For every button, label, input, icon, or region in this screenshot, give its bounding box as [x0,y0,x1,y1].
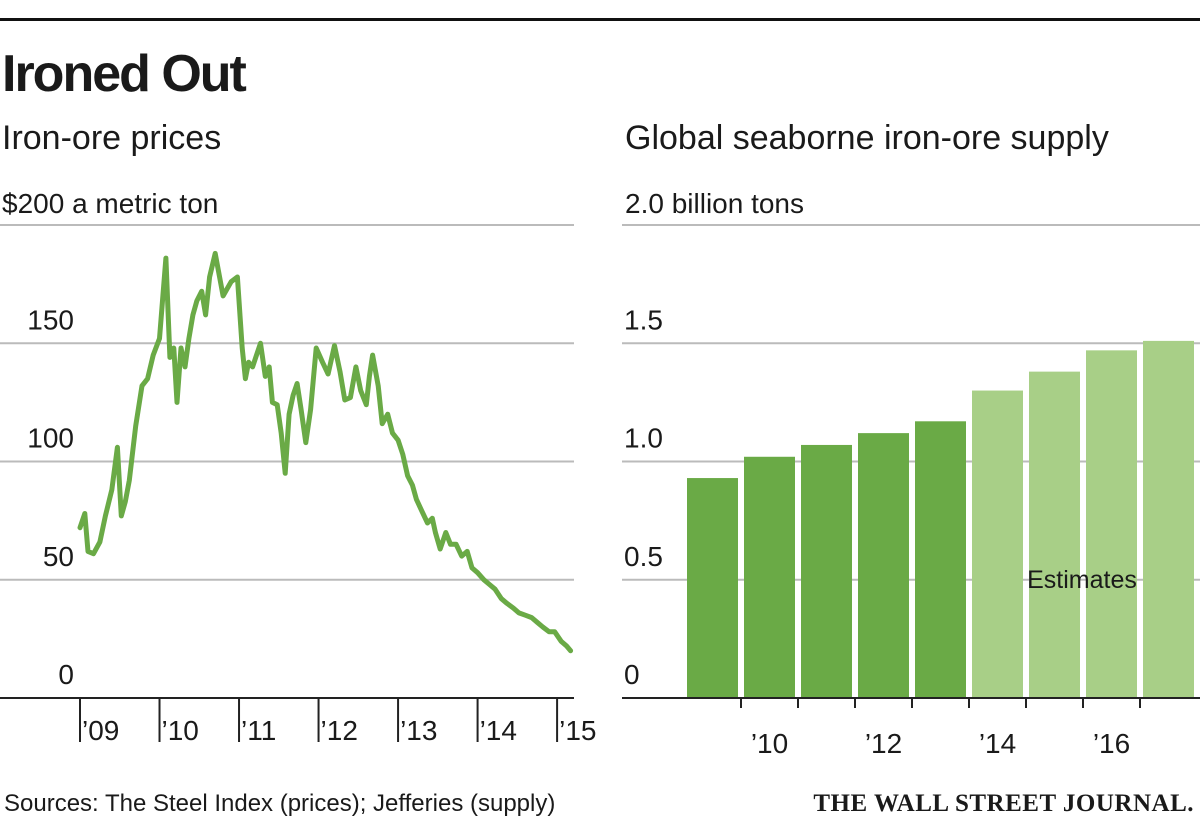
price-ytick-label: 50 [43,541,74,572]
supply-bar [801,444,852,698]
publisher-logo: THE WALL STREET JOURNAL. [813,790,1194,817]
price-ytick-label: 100 [27,423,74,454]
supply-bar [687,478,738,698]
source-note: Sources: The Steel Index (prices); Jeffe… [4,790,556,817]
chart-title: Ironed Out [2,45,247,103]
top-rule [0,18,1200,21]
supply-xtick-label: ’10 [751,728,788,759]
supply-bar [744,456,795,698]
supply-bar [972,390,1023,698]
estimates-annotation: Estimates [1027,566,1137,594]
price-series-line [77,250,574,654]
supply-xtick-label: ’14 [979,728,1016,759]
supply-unit-label: 2.0 billion tons [625,188,804,219]
supply-bar-chart: 2.0 billion tons 0 0.5 1.0 1.5 ’10 ’12 ’14 ’16 Es… [622,188,1200,759]
supply-bar [915,421,966,698]
price-xtick-label: ’13 [400,715,437,746]
supply-chart-title: Global seaborne iron-ore supply [625,119,1109,157]
supply-bar [858,433,909,698]
supply-xtick-label: ’16 [1093,728,1130,759]
price-unit-label: $200 a metric ton [2,188,218,219]
supply-ytick-label: 1.5 [624,304,663,335]
price-xtick-label: ’14 [480,715,517,746]
supply-ytick-label: 0 [624,659,640,690]
supply-bar [1029,371,1080,698]
price-xtick-label: ’10 [162,715,199,746]
supply-xtick-label: ’12 [865,728,902,759]
supply-bar [1086,350,1137,698]
price-chart-title: Iron-ore prices [2,119,222,157]
price-xtick-label: ’12 [321,715,358,746]
price-xtick-label: ’15 [559,715,596,746]
supply-ytick-label: 1.0 [624,423,663,454]
price-line-chart: $200 a metric ton 0 50 100 150 ’09 ’10 ’11 ’12 ’1… [0,188,596,746]
supply-bar [1143,340,1194,698]
price-xtick-label: ’09 [82,715,119,746]
price-xtick-label: ’11 [241,715,276,746]
price-ytick-label: 150 [27,304,74,335]
supply-ytick-label: 0.5 [624,541,663,572]
price-ytick-label: 0 [58,659,74,690]
